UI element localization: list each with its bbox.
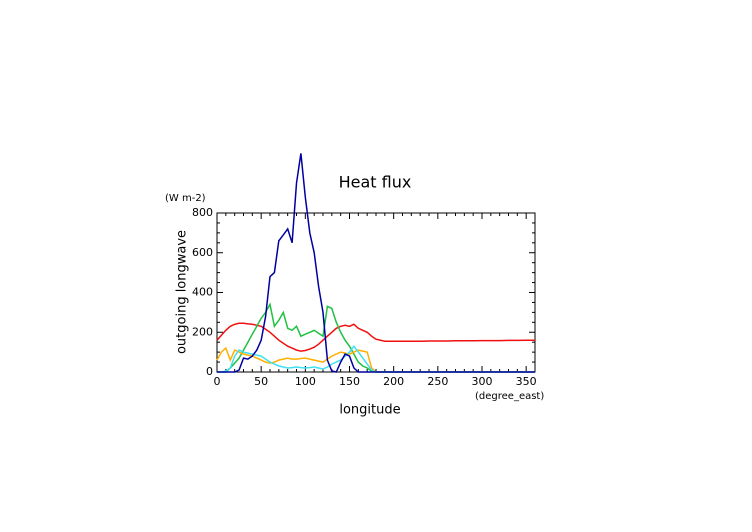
- y-tick-label: 200: [192, 325, 213, 338]
- chart-title: Heat flux: [339, 173, 412, 192]
- x-tick-label: 300: [472, 375, 493, 388]
- x-tick-label: 100: [295, 375, 316, 388]
- x-label: longitude: [339, 403, 400, 418]
- x-tick-label: 200: [383, 375, 404, 388]
- y-tick-label: 800: [192, 206, 213, 219]
- x-tick-label: 0: [214, 375, 221, 388]
- x-tick-label: 250: [427, 375, 448, 388]
- series-line: [217, 344, 535, 373]
- y-tick-label: 600: [192, 246, 213, 259]
- x-tick-label: 350: [516, 375, 537, 388]
- plot-frame: [216, 212, 536, 373]
- series-line: [217, 153, 535, 373]
- x-tick-label: 50: [254, 375, 268, 388]
- y-tick-label: 0: [206, 365, 213, 378]
- y-tick-label: 400: [192, 286, 213, 299]
- series-line: [216, 322, 535, 352]
- x-unit: (degree_east): [475, 391, 544, 402]
- y-unit: (W m-2): [165, 193, 206, 204]
- y-label: outgoing longwave: [175, 230, 190, 354]
- x-tick-label: 150: [339, 375, 360, 388]
- series-line: [216, 346, 535, 373]
